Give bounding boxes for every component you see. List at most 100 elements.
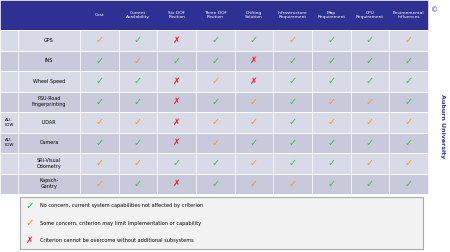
Bar bbox=[389, 91, 428, 112]
Text: Three DOF
Position: Three DOF Position bbox=[204, 11, 227, 19]
Bar bbox=[312, 71, 351, 91]
Bar bbox=[18, 112, 80, 133]
Bar bbox=[196, 133, 234, 153]
Text: ✓: ✓ bbox=[250, 179, 258, 189]
Text: Cost: Cost bbox=[94, 13, 104, 17]
Text: Wheel Speed: Wheel Speed bbox=[33, 79, 65, 84]
Bar bbox=[273, 153, 312, 173]
Bar bbox=[119, 173, 158, 194]
Text: ✓: ✓ bbox=[405, 76, 413, 86]
Text: ✓: ✓ bbox=[211, 179, 220, 189]
Bar bbox=[351, 50, 389, 71]
Bar bbox=[351, 91, 389, 112]
Bar bbox=[351, 112, 389, 133]
Text: ✓: ✓ bbox=[405, 138, 413, 148]
Text: ✓: ✓ bbox=[327, 56, 335, 66]
Bar bbox=[80, 112, 119, 133]
Bar bbox=[119, 71, 158, 91]
Bar bbox=[389, 112, 428, 133]
Text: ✓: ✓ bbox=[405, 56, 413, 66]
Bar bbox=[273, 30, 312, 50]
Bar bbox=[273, 112, 312, 133]
Text: ✓: ✓ bbox=[405, 158, 413, 168]
Bar bbox=[312, 91, 351, 112]
Text: No concern, current system capabilities not affected by criterion: No concern, current system capabilities … bbox=[40, 203, 203, 208]
Bar bbox=[351, 71, 389, 91]
Bar bbox=[158, 71, 196, 91]
Text: ✓: ✓ bbox=[250, 35, 258, 45]
Bar bbox=[80, 30, 119, 50]
Bar bbox=[234, 30, 273, 50]
Text: ✓: ✓ bbox=[95, 76, 104, 86]
Bar bbox=[196, 112, 234, 133]
Text: ✓: ✓ bbox=[250, 117, 258, 127]
Text: ✓: ✓ bbox=[288, 117, 297, 127]
Bar bbox=[0, 133, 18, 153]
Bar bbox=[273, 91, 312, 112]
Bar bbox=[80, 153, 119, 173]
Bar bbox=[234, 173, 273, 194]
Bar bbox=[273, 133, 312, 153]
Bar bbox=[0, 0, 428, 30]
Bar bbox=[389, 71, 428, 91]
Text: ✓: ✓ bbox=[95, 117, 104, 127]
Bar bbox=[80, 91, 119, 112]
Text: ✗: ✗ bbox=[173, 179, 180, 188]
Text: ✗: ✗ bbox=[173, 138, 180, 147]
Bar bbox=[389, 30, 428, 50]
Text: ✓: ✓ bbox=[327, 158, 335, 168]
Bar bbox=[119, 30, 158, 50]
Bar bbox=[158, 173, 196, 194]
Bar bbox=[0, 50, 18, 71]
Bar bbox=[351, 173, 389, 194]
Text: LIDAR: LIDAR bbox=[42, 120, 56, 125]
Text: ✓: ✓ bbox=[366, 97, 374, 107]
Bar bbox=[196, 30, 234, 50]
Text: ✓: ✓ bbox=[405, 97, 413, 107]
Text: SRI-Visual
Odometry: SRI-Visual Odometry bbox=[36, 158, 61, 169]
Bar bbox=[196, 153, 234, 173]
Bar bbox=[158, 112, 196, 133]
Text: Auburn University: Auburn University bbox=[440, 94, 445, 158]
Text: Some concern, criterion may limit implementation or capability: Some concern, criterion may limit implem… bbox=[40, 220, 201, 226]
Bar bbox=[0, 30, 18, 50]
Bar bbox=[312, 153, 351, 173]
Text: GPS: GPS bbox=[44, 38, 54, 43]
Bar bbox=[196, 173, 234, 194]
Text: ✓: ✓ bbox=[288, 97, 297, 107]
Bar bbox=[351, 153, 389, 173]
Text: Environmental
Influences: Environmental Influences bbox=[393, 11, 424, 19]
Text: ✓: ✓ bbox=[211, 138, 220, 148]
Text: ✓: ✓ bbox=[95, 35, 104, 45]
Text: ✓: ✓ bbox=[327, 97, 335, 107]
Text: ✓: ✓ bbox=[366, 35, 374, 45]
Text: ✓: ✓ bbox=[327, 35, 335, 45]
Bar bbox=[158, 30, 196, 50]
Text: ✓: ✓ bbox=[366, 76, 374, 86]
Text: ✓: ✓ bbox=[95, 56, 104, 66]
Text: ✓: ✓ bbox=[95, 97, 104, 107]
Bar bbox=[119, 91, 158, 112]
Text: ✓: ✓ bbox=[366, 56, 374, 66]
Text: ✓: ✓ bbox=[95, 138, 104, 148]
Bar bbox=[0, 112, 18, 133]
Text: ✓: ✓ bbox=[288, 179, 297, 189]
Bar bbox=[18, 50, 80, 71]
Text: ✓: ✓ bbox=[173, 158, 181, 168]
Text: ✗: ✗ bbox=[250, 56, 258, 65]
Text: ✗: ✗ bbox=[173, 118, 180, 127]
Bar bbox=[119, 112, 158, 133]
Bar bbox=[18, 30, 80, 50]
Text: ✓: ✓ bbox=[134, 56, 142, 66]
Text: ✓: ✓ bbox=[366, 158, 374, 168]
Bar bbox=[312, 173, 351, 194]
Text: ✓: ✓ bbox=[134, 138, 142, 148]
Bar bbox=[158, 50, 196, 71]
Bar bbox=[158, 133, 196, 153]
Bar bbox=[0, 91, 18, 112]
Bar bbox=[80, 71, 119, 91]
Text: ✗: ✗ bbox=[173, 97, 180, 106]
Text: INS: INS bbox=[45, 58, 53, 63]
Bar bbox=[389, 153, 428, 173]
Bar bbox=[389, 133, 428, 153]
